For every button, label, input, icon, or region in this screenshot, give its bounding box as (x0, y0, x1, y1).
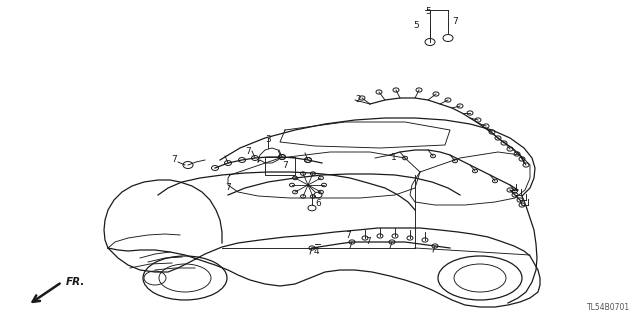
Text: 7: 7 (345, 231, 351, 240)
Text: FR.: FR. (66, 277, 85, 287)
Text: TL54B0701: TL54B0701 (587, 303, 630, 312)
Text: 2: 2 (355, 95, 361, 105)
Text: 5: 5 (425, 8, 431, 17)
Text: 7: 7 (365, 238, 371, 247)
Text: 6: 6 (315, 198, 321, 207)
Text: 3: 3 (265, 136, 271, 145)
Text: 5: 5 (413, 21, 419, 31)
Text: 7: 7 (171, 155, 177, 165)
Text: 7: 7 (225, 182, 231, 191)
Text: 7: 7 (452, 18, 458, 26)
Text: 4: 4 (313, 248, 319, 256)
Text: 1: 1 (391, 152, 397, 161)
Text: 7: 7 (245, 146, 251, 155)
Text: 7: 7 (282, 160, 288, 169)
